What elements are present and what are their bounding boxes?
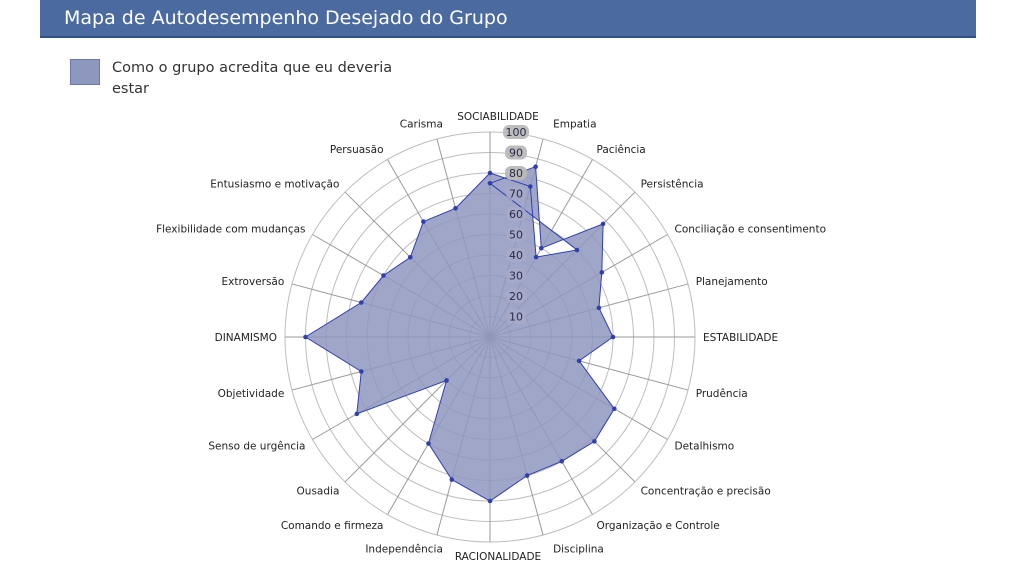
tick-label: 70 (509, 188, 523, 201)
axis-label: DINAMISMO (215, 332, 277, 344)
axis-label: Entusiasmo e motivação (210, 179, 339, 191)
axis-label: Persistência (641, 179, 704, 191)
data-point (358, 300, 364, 305)
tick-label: 90 (509, 147, 523, 160)
axis-label: Comando e firmeza (281, 520, 384, 532)
tick-label-bg (506, 289, 526, 303)
data-point (559, 458, 565, 464)
data-point (358, 369, 364, 374)
axis-label: Planejamento (696, 276, 768, 288)
axis-label: Conciliação e consentimento (675, 224, 827, 236)
data-point (600, 221, 606, 227)
data-point (524, 473, 530, 478)
tick-label-bg (506, 248, 526, 262)
page-title: Mapa de Autodesempenho Desejado do Grupo (64, 7, 508, 29)
data-point (449, 477, 455, 482)
data-point (354, 411, 360, 417)
data-point (592, 439, 597, 444)
tick-label-bg (503, 125, 529, 139)
data-point (574, 247, 580, 253)
data-point (426, 441, 431, 446)
tick-label-bg (506, 268, 526, 283)
axis-label: Persuasão (330, 144, 384, 156)
data-point (487, 170, 493, 176)
data-point (407, 254, 413, 260)
data-point (533, 164, 538, 170)
data-point (303, 334, 308, 340)
data-point (528, 184, 533, 189)
axis-label: SOCIABILIDADE (457, 111, 539, 123)
axis-label: ESTABILIDADE (703, 332, 778, 344)
axis-label: Prudência (696, 388, 748, 400)
data-point (487, 180, 493, 186)
data-point (381, 273, 386, 278)
data-point (453, 205, 458, 211)
axis-label: Paciência (597, 144, 646, 156)
axis-label: Concentração e precisão (641, 485, 771, 497)
tick-label: 40 (509, 249, 523, 262)
tick-label-bg (506, 227, 526, 242)
tick-label-bg (505, 145, 527, 160)
axis-label: RACIONALIDADE (455, 551, 541, 563)
axis-label: Independência (365, 544, 443, 556)
tick-label-bg (506, 207, 526, 221)
tick-label-bg (505, 166, 527, 180)
header-bar: Mapa de Autodesempenho Desejado do Grupo (40, 0, 976, 38)
axis-label: Flexibilidade com mudanças (156, 224, 305, 236)
tick-label: 80 (509, 167, 523, 180)
axis-label: Senso de urgência (208, 441, 305, 453)
tick-label: 100 (506, 126, 527, 139)
tick-label: 20 (509, 290, 523, 303)
data-point (533, 254, 539, 260)
data-point (487, 498, 493, 504)
tick-label: 30 (509, 270, 523, 283)
tick-label: 60 (509, 208, 523, 221)
data-point (610, 334, 616, 340)
axis-label: Disciplina (553, 544, 604, 556)
axis-label: Objetividade (218, 388, 285, 400)
tick-label: 50 (509, 229, 523, 242)
axis-label: Detalhismo (675, 441, 735, 453)
data-point (611, 406, 617, 412)
axis-label: Extroversão (222, 276, 285, 288)
data-point (421, 219, 426, 224)
data-point (599, 270, 605, 275)
tick-label: 10 (509, 311, 523, 324)
axis-label: Ousadia (297, 485, 340, 497)
data-point (444, 378, 449, 383)
legend-label: Como o grupo acredita que eu deveria est… (112, 60, 393, 97)
chart-legend: Como o grupo acredita que eu deveria est… (70, 58, 412, 100)
data-point (576, 358, 582, 364)
legend-swatch (70, 59, 100, 85)
tick-label-bg (506, 186, 526, 201)
axis-label: Empatia (553, 118, 596, 130)
data-point (538, 245, 544, 251)
axis-label: Carisma (400, 118, 443, 130)
tick-label-bg (506, 309, 526, 324)
axis-label: Organização e Controle (597, 520, 720, 532)
data-point (596, 305, 602, 311)
